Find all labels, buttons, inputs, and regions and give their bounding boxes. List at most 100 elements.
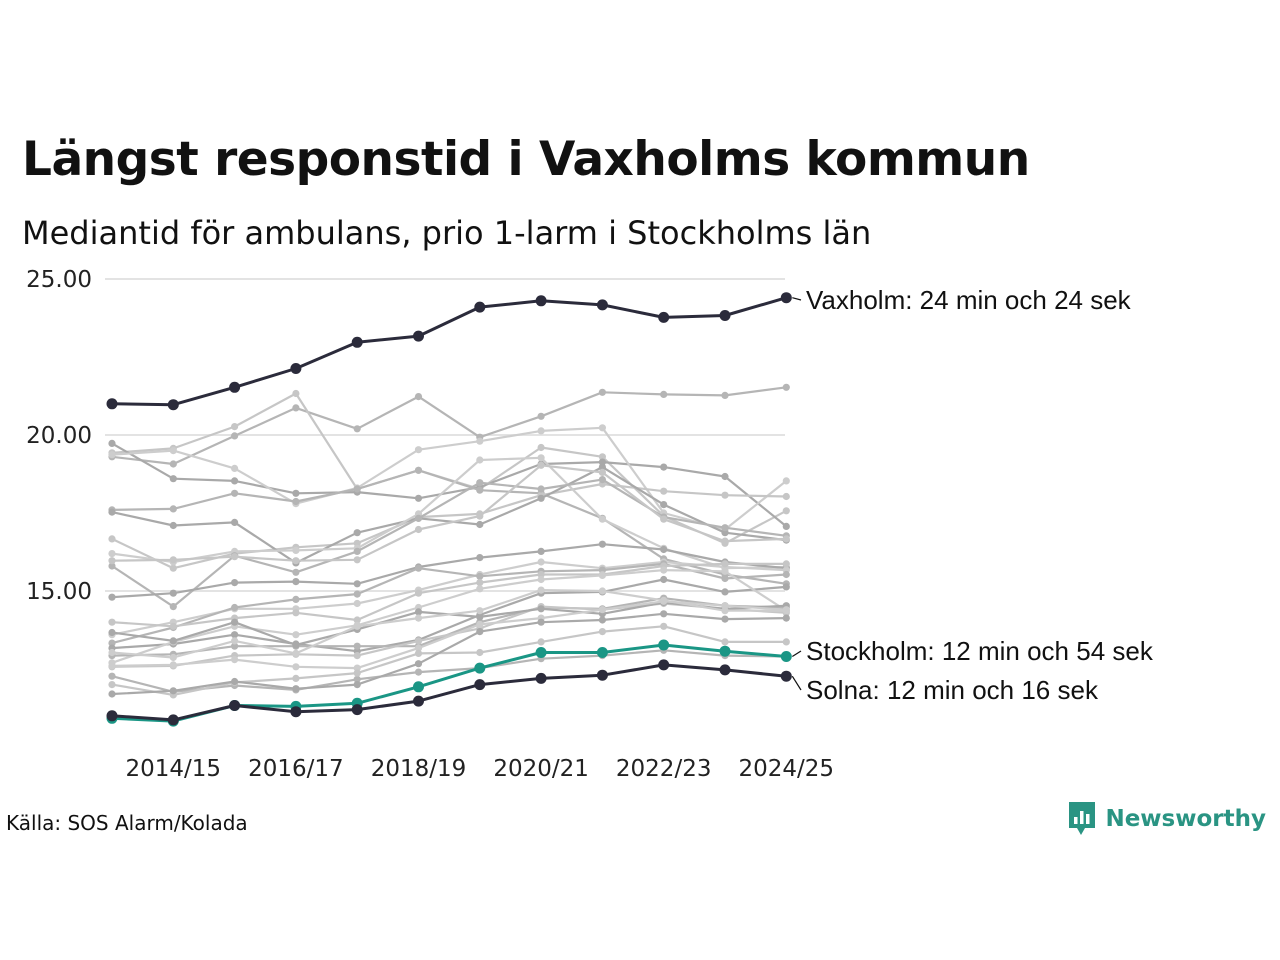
data-point <box>598 458 607 466</box>
data-point <box>537 443 545 452</box>
data-point <box>353 616 361 624</box>
brand-logo: Newsworthy <box>1067 800 1266 838</box>
data-point <box>721 529 729 537</box>
series-line <box>111 426 787 531</box>
data-point <box>537 570 545 579</box>
data-point <box>292 609 300 617</box>
series-line <box>111 442 787 528</box>
data-point <box>353 675 361 683</box>
data-point <box>476 512 484 520</box>
series-other-14 <box>108 560 790 630</box>
data-point <box>598 540 607 548</box>
series-line <box>111 296 787 407</box>
data-point <box>598 388 607 396</box>
x-tick-label: 2020/21 <box>493 756 589 782</box>
data-point <box>476 554 484 562</box>
data-point <box>721 574 729 583</box>
newsworthy-logo-icon <box>1069 802 1096 835</box>
data-point <box>782 492 790 501</box>
data-point <box>292 568 300 576</box>
data-point <box>413 681 424 693</box>
data-point <box>169 521 177 530</box>
data-point <box>721 537 729 545</box>
data-point <box>353 580 361 588</box>
data-point <box>353 681 361 689</box>
data-point <box>782 522 790 531</box>
data-point <box>660 501 668 509</box>
data-point <box>721 615 729 623</box>
data-point <box>535 672 547 684</box>
data-point <box>290 706 302 718</box>
data-point <box>292 595 300 604</box>
data-point <box>598 424 607 432</box>
data-point <box>108 508 116 516</box>
data-point <box>414 637 423 645</box>
data-point <box>535 647 547 658</box>
data-point <box>658 311 670 323</box>
data-point <box>660 566 668 574</box>
data-point <box>108 593 116 601</box>
data-point <box>476 572 484 580</box>
data-point <box>106 710 118 722</box>
series-line <box>111 625 787 697</box>
data-point <box>537 575 545 584</box>
data-point <box>660 515 668 523</box>
data-point <box>414 393 423 401</box>
data-point <box>292 663 300 671</box>
data-point <box>598 616 607 624</box>
data-point <box>414 514 423 522</box>
data-point <box>598 468 607 476</box>
data-point <box>231 477 239 485</box>
data-point <box>231 677 239 686</box>
data-point <box>721 638 729 646</box>
data-point <box>782 614 790 622</box>
data-point <box>721 491 729 499</box>
data-point <box>292 649 300 658</box>
data-point <box>537 605 545 613</box>
data-point <box>476 437 484 445</box>
data-point <box>537 427 545 435</box>
data-point <box>353 547 361 556</box>
label-leader-line <box>791 650 802 658</box>
data-point <box>598 606 607 614</box>
data-point <box>292 546 300 555</box>
data-point <box>413 695 424 707</box>
data-point <box>108 690 116 698</box>
data-point <box>353 599 361 608</box>
data-point <box>108 557 116 565</box>
data-point <box>169 603 177 611</box>
data-point <box>290 363 302 374</box>
data-point <box>231 637 239 645</box>
data-point <box>108 451 116 459</box>
data-point <box>782 583 790 591</box>
data-point <box>476 648 484 657</box>
data-point <box>414 614 423 622</box>
data-point <box>414 644 423 652</box>
data-point <box>660 545 668 554</box>
highlighted-series <box>106 292 792 727</box>
data-point <box>108 535 116 543</box>
end-label-solna: Solna: 12 min och 16 sek <box>806 675 1099 705</box>
data-point <box>169 447 177 455</box>
series-other-10 <box>108 461 790 565</box>
data-point <box>353 622 361 630</box>
data-point <box>414 608 423 616</box>
data-point <box>782 507 790 515</box>
data-point <box>169 505 177 513</box>
data-point <box>660 575 668 584</box>
data-point <box>721 560 729 568</box>
data-point <box>476 620 484 629</box>
series-Vaxholm <box>106 292 792 411</box>
data-point <box>780 651 792 662</box>
y-tick-label: 25.00 <box>26 267 92 293</box>
data-point <box>108 662 116 670</box>
data-point <box>537 547 545 556</box>
series-Solna <box>106 659 792 726</box>
data-point <box>719 664 731 676</box>
data-point <box>292 578 300 586</box>
data-point <box>414 466 423 474</box>
data-point <box>413 330 424 342</box>
data-point <box>598 571 607 580</box>
data-point <box>106 398 118 410</box>
